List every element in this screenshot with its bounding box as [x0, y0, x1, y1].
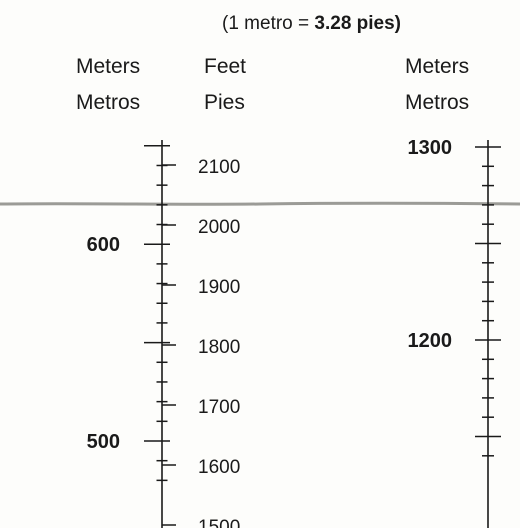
- feet-label-1800: 1800: [198, 337, 240, 358]
- right-header-es: Metros: [405, 91, 470, 114]
- feet-label-2000: 2000: [198, 217, 240, 238]
- fold-line: [0, 201, 520, 206]
- right-meter-label-1200: 1200: [408, 330, 453, 352]
- left-meter-label-500: 500: [87, 431, 120, 453]
- conversion-prefix: (1 metro =: [222, 13, 315, 34]
- feet-label-1500: 1500: [198, 517, 240, 528]
- left-meter-label-600: 600: [87, 234, 120, 256]
- left-header-en: Meters: [76, 55, 141, 78]
- feet-label-1600: 1600: [198, 457, 240, 478]
- right-header-en: Meters: [405, 55, 470, 78]
- feet-header-es: Pies: [204, 91, 245, 114]
- left-header-es: Metros: [76, 91, 141, 114]
- conversion-value: 3.28 pies): [314, 13, 402, 34]
- feet-header-en: Feet: [204, 55, 247, 78]
- feet-label-2100: 2100: [198, 157, 240, 178]
- feet-label-1700: 1700: [198, 397, 240, 418]
- feet-label-1900: 1900: [198, 277, 240, 298]
- conversion-note: (1 metro = 3.28 pies): [222, 14, 401, 33]
- right-meter-label-1300: 1300: [408, 137, 453, 159]
